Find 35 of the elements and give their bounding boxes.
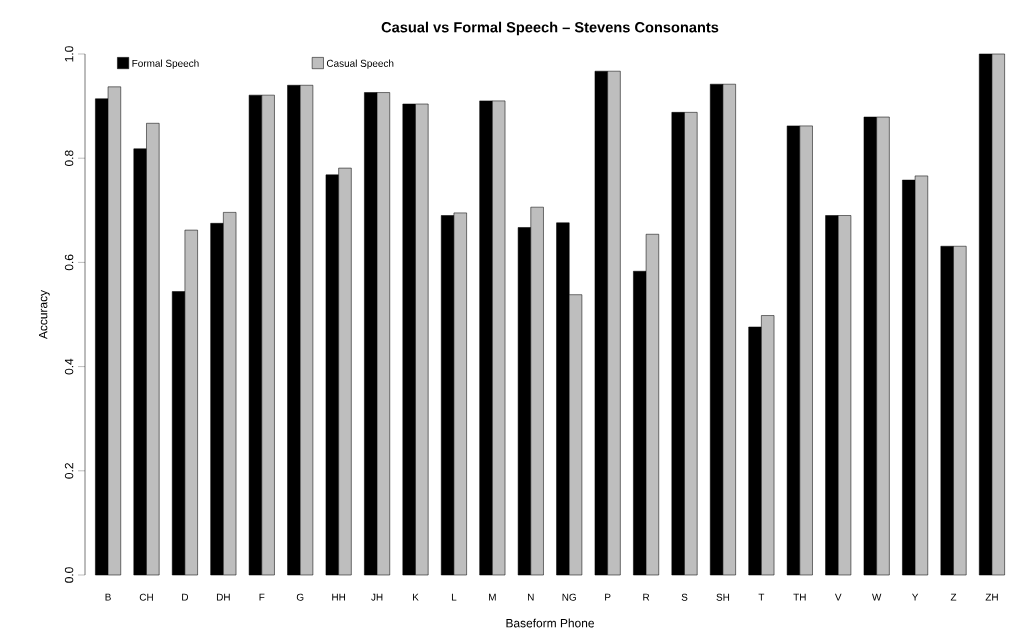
x-tick-label: R [643, 593, 650, 601]
x-tick-label: M [489, 593, 496, 601]
x-tick-label: K [412, 593, 419, 601]
x-tick-label: NG [562, 593, 576, 601]
x-tick-label: JH [371, 593, 383, 601]
x-tick-label: N [528, 593, 534, 601]
chart-title: Casual vs Formal Speech – Stevens Consonants [381, 21, 719, 36]
x-tick-label: Y [912, 593, 919, 601]
x-tick-label: Z [950, 593, 957, 601]
y-tick-label: 0.8 [64, 150, 74, 167]
x-tick-label: ZH [985, 593, 998, 601]
x-tick-label: G [296, 593, 304, 601]
legend-label: Formal Speech [132, 59, 199, 69]
x-tick-label: SH [716, 593, 730, 601]
x-tick-label: HH [332, 593, 346, 601]
x-tick-label: B [105, 593, 111, 601]
x-tick-label: S [681, 593, 688, 601]
y-tick-label: 0.0 [64, 567, 74, 583]
x-tick-label: DH [216, 593, 230, 601]
x-tick-label: CH [139, 593, 153, 601]
x-tick-label: V [834, 593, 842, 601]
x-axis-title: Baseform Phone [506, 618, 594, 628]
y-tick-label: 1.0 [64, 46, 74, 62]
legend-label: Casual Speech [326, 59, 394, 69]
y-axis-title: Accuracy [39, 289, 50, 340]
x-tick-label: D [182, 593, 189, 601]
x-tick-label: P [605, 593, 611, 601]
x-tick-label: F [259, 593, 265, 601]
x-tick-label: TH [793, 593, 806, 601]
x-tick-label: W [872, 593, 882, 601]
x-tick-label: L [451, 593, 457, 601]
y-tick-label: 0.6 [64, 254, 74, 271]
x-tick-label: T [758, 593, 765, 601]
y-tick-label: 0.4 [64, 358, 74, 375]
y-tick-label: 0.2 [64, 463, 74, 479]
